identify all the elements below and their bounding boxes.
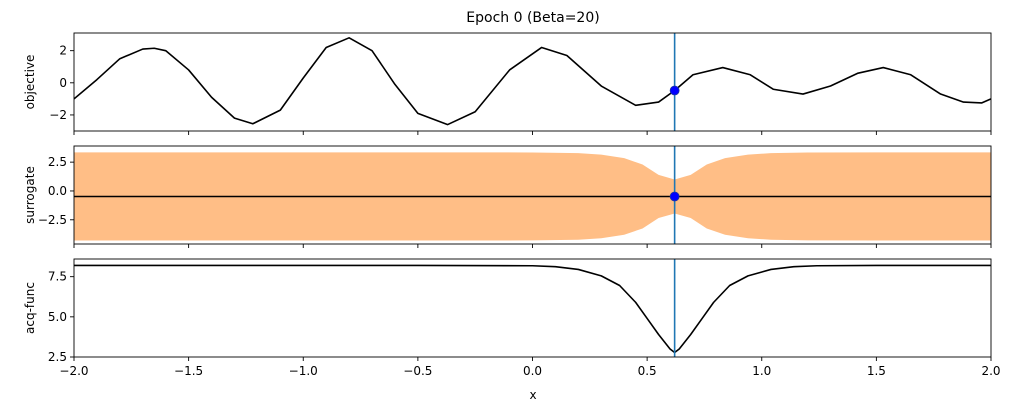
acq-func-axes-frame [73,258,992,358]
acq-func-x-tick-label: −2.0 [59,364,88,378]
objective-sample-point [669,85,680,96]
acq-func-x-tick-label: 0.0 [523,364,542,378]
acq-func-y-tick-label: 7.5 [48,270,67,284]
surrogate-sample-point [669,191,680,202]
acq-func-x-tick-label: −0.5 [403,364,432,378]
acq-func-panel: 7.5 5.0 2.5−2.0 −1.5 −1.0 −0.5 0.0 0.5 1.0 1.5 2.0… [23,258,1001,378]
objective-panel: 2 0 −2 objective [23,32,992,135]
acq-func-x-tick-label: 0.5 [638,364,657,378]
acq-func-x-tick-label: 2.0 [981,364,1000,378]
figure-title: Epoch 0 (Beta=20) [466,10,599,26]
surrogate-y-tick-label: 2.5 [48,155,67,169]
acq-func-y-axis-label: acq-func [23,282,37,334]
acq-func-plot-area [74,259,991,357]
objective-axes-frame [73,32,992,132]
x-axis-label: x [529,388,536,402]
acq-func-x-tick-label: 1.0 [752,364,771,378]
acq-func-x-tick-label: 1.5 [867,364,886,378]
surrogate-plot-area [74,146,991,244]
acq-func-x-tick-label: −1.0 [289,364,318,378]
acq-func-curve [74,264,991,354]
surrogate-y-tick-label: 0.0 [48,184,67,198]
objective-y-tick-label: −2 [49,108,67,122]
acq-func-y-tick-label: 5.0 [48,310,67,324]
surrogate-y-axis-label: surrogate [23,166,37,224]
surrogate-y-tick-label: −2.5 [38,213,67,227]
objective-y-axis-label: objective [23,55,37,110]
objective-curve [74,37,991,126]
acq-func-y-tick-label: 2.5 [48,350,67,364]
acq-func-x-tick-label: −1.5 [174,364,203,378]
objective-y-tick-label: 0 [59,76,67,90]
objective-y-tick-label: 2 [59,44,67,58]
objective-plot-area [74,33,991,131]
